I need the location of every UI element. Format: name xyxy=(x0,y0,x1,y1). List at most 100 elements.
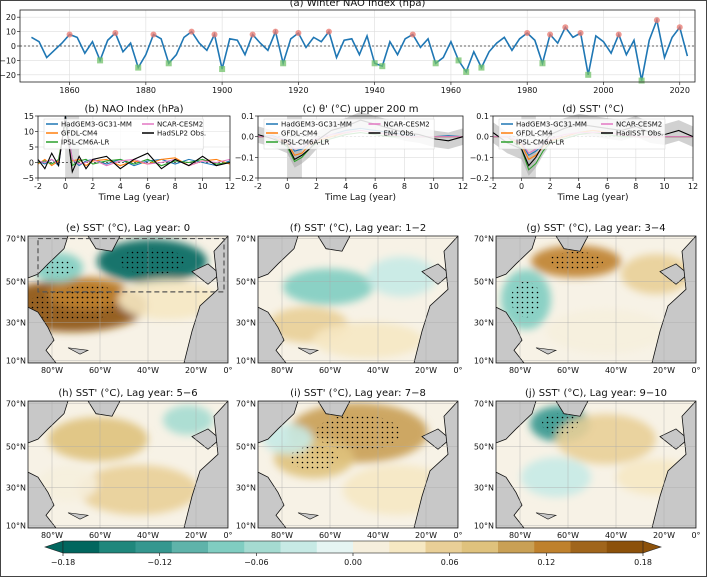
map-xtick-label: 80°W xyxy=(41,531,63,540)
positive-marker xyxy=(249,31,256,38)
positive-marker xyxy=(615,31,622,38)
map-xtick-label: 20°W xyxy=(653,531,675,540)
xtick-label: 1880 xyxy=(136,86,156,95)
xtick-label: 12 xyxy=(458,182,468,191)
colorbar-min-extend xyxy=(44,540,64,554)
xtick-label: 1960 xyxy=(441,86,461,95)
legend-box xyxy=(263,118,435,150)
map-xtick-label: 80°W xyxy=(509,366,531,375)
negative-marker xyxy=(455,57,462,64)
xtick-label: 12 xyxy=(688,182,698,191)
map-ytick-label: 10°N xyxy=(236,521,256,530)
ytick-label: −10 xyxy=(0,56,16,65)
map-xtick-label: 0° xyxy=(453,366,462,375)
map-xtick-label: 0° xyxy=(453,531,462,540)
canada-land xyxy=(258,236,299,279)
map-ytick-label: 30°N xyxy=(474,318,494,327)
legend-box xyxy=(498,118,666,150)
panel-a-nao-index: 1860 1880 1900 1920 1940 1960 1980 2000 20202010… xyxy=(0,0,696,95)
map-xtick-label: 60°W xyxy=(89,366,111,375)
significance-stipple xyxy=(549,251,603,271)
colorbar-segment xyxy=(353,541,390,553)
xtick-label: 2 xyxy=(314,182,319,191)
xtick-label: 12 xyxy=(225,182,235,191)
map-frame xyxy=(27,235,229,364)
map-xtick-label: 20°W xyxy=(415,366,437,375)
map-ytick-label: 50°N xyxy=(6,278,26,287)
positive-marker xyxy=(562,24,569,31)
legend-label: IPSL-CM6A-LR xyxy=(516,139,564,147)
ytick-label: −0.1 xyxy=(235,153,254,162)
map-xtick-label: 60°W xyxy=(319,531,341,540)
map-frame xyxy=(257,235,459,364)
ytick-label: 0.0 xyxy=(241,133,254,142)
map-title: (f) SST' (°C), Lag year: 1−2 xyxy=(290,223,426,234)
greenland-land xyxy=(317,236,351,252)
north-america-land xyxy=(258,306,287,363)
colorbar-tick-label: 0.00 xyxy=(344,558,362,567)
legend-label: NCAR-CESM2 xyxy=(157,121,203,129)
colorbar-segment xyxy=(570,541,608,553)
legend-label: HadGEM3-GC31-MM xyxy=(61,121,132,129)
canada-land xyxy=(496,236,537,279)
sst-anomaly-blob xyxy=(521,457,591,498)
sst-anomaly-blob xyxy=(48,417,148,462)
map-ytick-label: 10°N xyxy=(236,356,256,365)
colorbar-segment xyxy=(135,541,173,553)
sst-map-f: (f) SST' (°C), Lag year: 1−2 80°W 60°W 40°W… xyxy=(236,223,463,375)
map-title: (j) SST' (°C), Lag year: 9−10 xyxy=(525,388,667,399)
legend-label: NCAR-CESM2 xyxy=(616,121,662,129)
canada-land xyxy=(28,401,69,444)
xtick-label: 6 xyxy=(145,182,150,191)
xtick-label: 4 xyxy=(576,182,581,191)
map-ytick-label: 70°N xyxy=(6,400,26,409)
north-america-land xyxy=(496,471,525,528)
series-line xyxy=(31,17,689,81)
map-xtick-label: 40°W xyxy=(137,531,159,540)
map-ytick-label: 30°N xyxy=(6,318,26,327)
legend-label: GFDL-CM4 xyxy=(281,130,318,138)
north-america-land xyxy=(258,471,287,528)
xtick-label: 8 xyxy=(633,182,638,191)
legend-label: HadGEM3-GC31-MM xyxy=(281,121,352,129)
canada-land xyxy=(496,401,537,444)
panel-title: (c) θ' (°C) upper 200 m xyxy=(303,104,419,115)
xtick-label: 8 xyxy=(173,182,178,191)
xtick-label: 6 xyxy=(605,182,610,191)
significance-stipple xyxy=(316,414,400,451)
map-title: (e) SST' (°C), Lag year: 0 xyxy=(66,223,190,234)
map-ytick-label: 30°N xyxy=(6,483,26,492)
map-xtick-label: 80°W xyxy=(271,366,293,375)
xtick-label: 0 xyxy=(519,182,524,191)
axes-frame xyxy=(492,115,694,179)
legend-label: GFDL-CM4 xyxy=(61,130,98,138)
xtick-label: 2 xyxy=(548,182,553,191)
positive-marker xyxy=(272,28,279,35)
negative-marker xyxy=(585,71,592,78)
negative-marker xyxy=(539,60,546,67)
colorbar-tick-label: −0.12 xyxy=(147,558,172,567)
map-xtick-label: 20°W xyxy=(415,531,437,540)
sst-anomaly-blob xyxy=(313,322,423,359)
ytick-label: 15 xyxy=(24,112,34,121)
sst-anomaly-blob xyxy=(118,279,218,320)
negative-marker xyxy=(135,64,142,71)
x-axis-label: Time Lag (year) xyxy=(556,193,628,203)
map-xtick-label: 40°W xyxy=(605,366,627,375)
map-xtick-label: 0° xyxy=(691,366,700,375)
map-xtick-label: 80°W xyxy=(509,531,531,540)
colorbar-segment xyxy=(461,541,499,553)
colorbar-tick-label: −0.18 xyxy=(51,558,76,567)
greenland-land xyxy=(317,401,351,417)
xtick-label: -2 xyxy=(254,182,262,191)
map-title: (h) SST' (°C), Lag year: 5−6 xyxy=(58,388,197,399)
sst-anomaly-blob xyxy=(556,414,656,465)
positive-marker xyxy=(150,31,157,38)
colorbar-segment xyxy=(389,541,426,553)
sst-anomaly-blob xyxy=(621,254,691,295)
negative-marker xyxy=(371,60,378,67)
xtick-label: 10 xyxy=(429,182,439,191)
legend-label: IPSL-CM6A-LR xyxy=(61,139,109,147)
colorbar-tick-label: 0.12 xyxy=(537,558,555,567)
xtick-label: 1940 xyxy=(364,86,384,95)
